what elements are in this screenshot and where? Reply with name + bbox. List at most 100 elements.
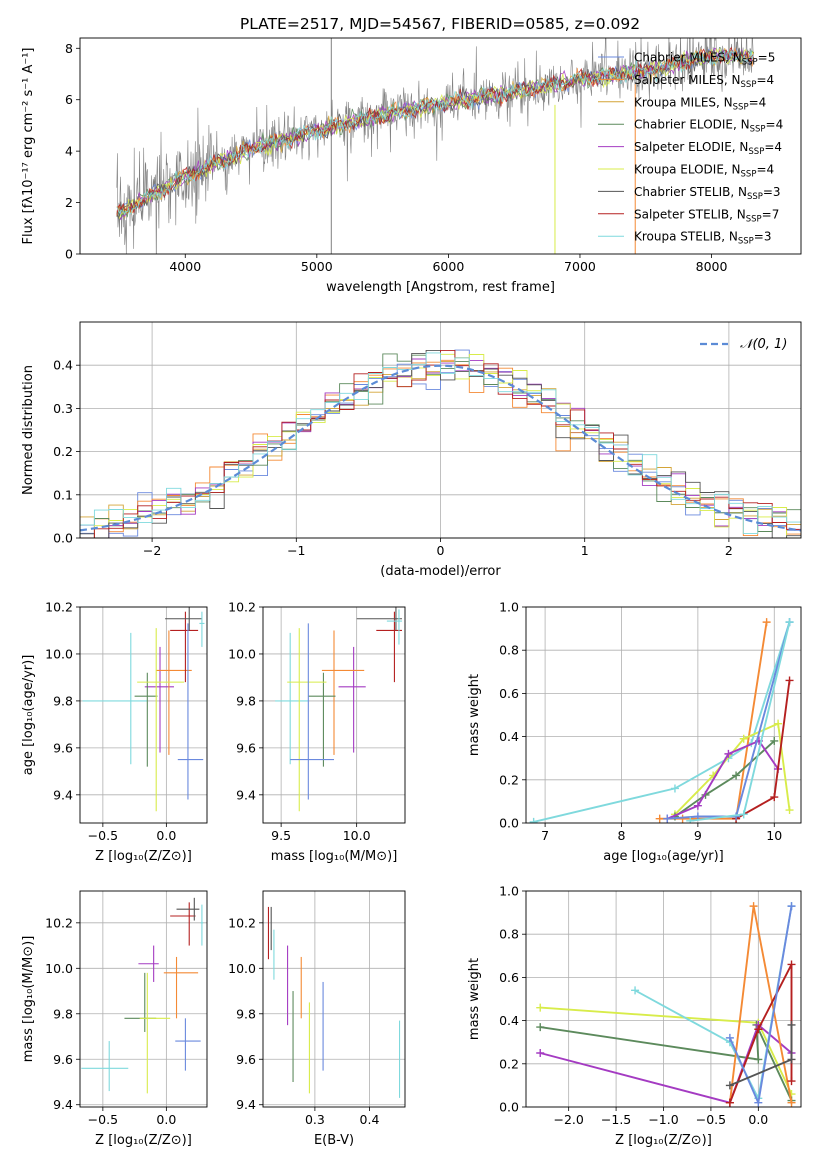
mass-weight-marker (631, 986, 640, 995)
mass-weight-line (674, 722, 791, 816)
plot-area (536, 902, 796, 1107)
legend-subscript: SSP (738, 237, 754, 247)
y-tick-label: 10.0 (228, 646, 256, 661)
x-tick-label: 7000 (564, 259, 596, 274)
y-tick-label: 9.6 (53, 1052, 73, 1067)
axes-frame (79, 37, 802, 255)
legend-entry: Salpeter STELIB, NSSP=7 (634, 207, 779, 224)
age-vs-metallicity-panel: −0.5 0.0 9.4 9.6 9.8 10.0 10.2 Z [log₁₀(Z/Z⊙)] a… (21, 600, 208, 864)
mass-weight-marker (785, 676, 794, 685)
mass-weight-marker (770, 793, 779, 802)
plot-area (81, 897, 204, 1094)
x-tick-label: 4000 (169, 259, 201, 274)
mass-weight-marker (785, 618, 794, 627)
legend-subscript: SSP (746, 214, 762, 224)
legend-subscript: SSP (733, 102, 749, 112)
model-spectrum-line (116, 47, 754, 220)
x-tick-label: 10 (766, 828, 782, 843)
error-bar-point (321, 630, 365, 755)
y-tick-label: 0.0 (53, 531, 73, 546)
y-tick-label: 10.2 (45, 915, 73, 930)
x-tick-label: −0.5 (696, 1112, 726, 1127)
spectrum-panel: 4000 5000 6000 7000 8000 0 2 4 6 8 wavelength [Ang… (21, 37, 802, 295)
mass-weight-marker (536, 1003, 545, 1012)
x-tick-label: 0.4 (360, 1112, 380, 1127)
y-tick-label: 0.4 (499, 1013, 519, 1028)
error-bar-point (386, 609, 402, 645)
legend-text: Chabrier STELIB, N (634, 185, 747, 199)
mass-weight-line (667, 621, 791, 820)
y-tick-label: 0.4 (53, 358, 73, 373)
legend-text-end: =3 (763, 185, 781, 199)
y-axis-label: Normed distribution (21, 365, 36, 495)
y-axis-label: Flux [fλ10⁻¹⁷ erg cm⁻² s⁻¹ A⁻¹] (21, 48, 36, 245)
legend-entry: Salpeter MILES, NSSP=4 (634, 73, 774, 90)
mass-weight-marker (754, 1055, 763, 1064)
error-bar-point (308, 672, 336, 767)
x-tick-label: 0.3 (305, 1112, 325, 1127)
y-tick-label: 0.4 (499, 729, 519, 744)
y-axis-label: mass [log₁₀(M/M⊙)] (21, 936, 36, 1063)
legend-text-end: =4 (756, 163, 774, 177)
legend-text: Chabrier ELODIE, N (634, 118, 750, 132)
legend-subscript: SSP (742, 58, 758, 68)
error-bar-point (199, 611, 205, 647)
error-bar-point (290, 623, 334, 800)
x-axis-label: Z [log₁₀(Z/Z⊙)] (615, 1133, 712, 1148)
mass-weight-marker (725, 1033, 734, 1042)
legend-text-end: =4 (756, 73, 774, 87)
legend-subscript: SSP (741, 170, 757, 180)
mass-weight-marker (536, 1049, 545, 1057)
error-bar-point (170, 611, 199, 683)
x-tick-label: 0.0 (156, 828, 176, 843)
y-tick-label: 4 (65, 144, 73, 159)
mass-weight-marker (787, 1098, 796, 1107)
error-bar-point (338, 646, 366, 753)
mass-weight-marker (787, 1055, 796, 1064)
plot-area (82, 607, 205, 812)
error-bar-point (165, 607, 202, 631)
legend-entry: Kroupa STELIB, NSSP=3 (634, 230, 772, 247)
y-tick-label: 0.6 (499, 686, 519, 701)
y-tick-label: 9.4 (53, 787, 73, 802)
legend-entry: Chabrier ELODIE, NSSP=4 (634, 118, 783, 135)
mass-weight-marker (787, 960, 796, 969)
legend-entry: 𝒩(0, 1) (740, 337, 787, 352)
x-tick-label: 8000 (696, 259, 728, 274)
mass-weight-marker (754, 1098, 763, 1107)
x-axis-label: Z [log₁₀(Z/Z⊙)] (95, 849, 192, 864)
plot-area (116, 38, 754, 254)
error-bar-point (287, 628, 327, 812)
axes-frame (79, 890, 208, 1108)
legend-subscript: SSP (748, 147, 764, 157)
error-bar-point (124, 972, 157, 1032)
x-tick-label: 8 (618, 828, 626, 843)
y-tick-label: 10.0 (45, 961, 73, 976)
legend-text: Chabrier MILES, N (634, 51, 742, 65)
mass-weight-marker (725, 1081, 734, 1090)
legend-text: Salpeter MILES, N (634, 73, 741, 87)
y-tick-label: 9.4 (236, 1097, 256, 1112)
y-tick-label: 0 (65, 247, 73, 262)
x-tick-label: −1.5 (601, 1112, 631, 1127)
mass-weight-marker (536, 1023, 545, 1032)
error-bar-point (138, 945, 159, 982)
y-tick-label: 0.8 (499, 927, 519, 942)
legend-text-end: =4 (764, 140, 782, 154)
mass-weight-marker (787, 1020, 796, 1029)
y-tick-label: 9.4 (236, 787, 256, 802)
y-tick-label: 10.2 (45, 600, 73, 615)
y-tick-label: 1.0 (499, 884, 519, 899)
x-tick-label: 5000 (301, 259, 333, 274)
y-tick-label: 10.0 (45, 646, 73, 661)
mass-vs-metallicity-panel: −0.5 0.0 9.4 9.6 9.8 10.0 10.2 Z [log₁₀(Z/Z⊙)] m… (21, 890, 208, 1148)
error-bar-point (356, 607, 402, 631)
y-tick-label: 9.8 (53, 693, 73, 708)
plot-area (275, 607, 402, 812)
y-tick-label: 0.2 (499, 772, 519, 787)
legend-text-end: =7 (762, 207, 780, 221)
legend-text-end: =3 (754, 230, 772, 244)
y-tick-label: 0.6 (499, 970, 519, 985)
legend-entry: Kroupa ELODIE, NSSP=4 (634, 163, 774, 180)
